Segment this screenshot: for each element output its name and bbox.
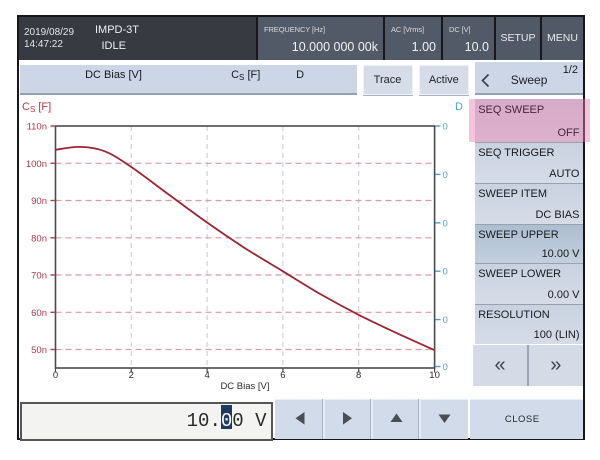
svg-text:110n: 110n	[27, 122, 47, 133]
svg-text:60n: 60n	[31, 308, 47, 319]
svg-text:4: 4	[204, 370, 209, 381]
svg-text:50n: 50n	[31, 345, 47, 356]
svg-text:80n: 80n	[31, 233, 47, 244]
svg-text:8: 8	[356, 370, 361, 381]
svg-text:100n: 100n	[26, 159, 47, 170]
svg-text:10: 10	[429, 370, 440, 381]
svg-text:0: 0	[443, 315, 448, 326]
svg-text:0: 0	[443, 362, 448, 373]
svg-text:0: 0	[443, 170, 448, 181]
svg-text:D: D	[455, 101, 463, 113]
svg-text:90n: 90n	[31, 196, 47, 207]
svg-text:2: 2	[129, 370, 134, 381]
svg-text:DC Bias [V]: DC Bias [V]	[220, 381, 269, 392]
svg-text:6: 6	[280, 370, 285, 381]
svg-text:0: 0	[443, 267, 448, 278]
svg-text:0: 0	[443, 122, 448, 133]
svg-text:0: 0	[53, 370, 58, 381]
svg-text:0: 0	[443, 218, 448, 229]
svg-text:CS [F]: CS [F]	[22, 101, 51, 114]
svg-text:70n: 70n	[31, 271, 47, 282]
